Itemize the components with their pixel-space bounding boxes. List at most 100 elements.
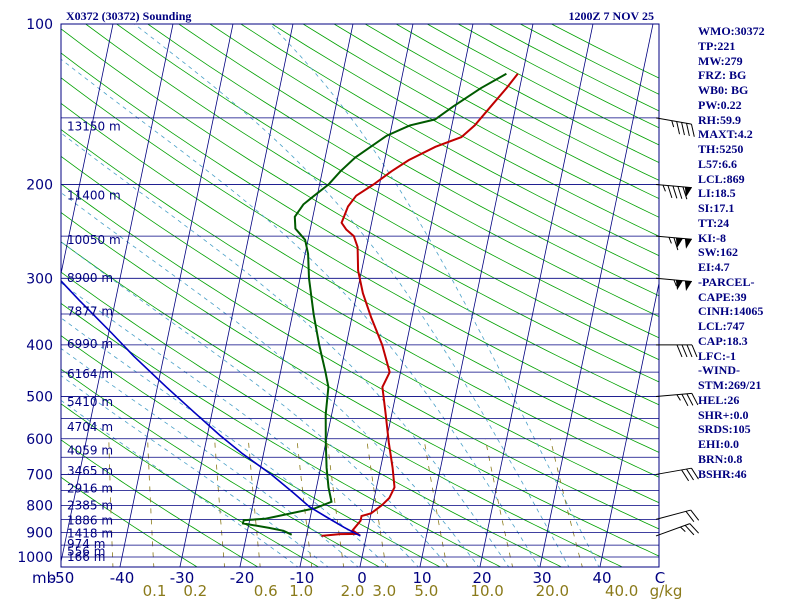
valid-time: 1200Z 7 NOV 25 xyxy=(569,9,654,23)
wind-barb xyxy=(655,235,692,251)
stability-indices: WMO:30372 TP:221 MW:279 FRZ: BG WB0: BG … xyxy=(698,24,798,481)
height-label: 1886 m xyxy=(67,514,113,528)
temperature-tick-label: -10 xyxy=(290,569,315,587)
height-label: 6164 m xyxy=(67,367,113,381)
moist-adiabat xyxy=(61,348,359,567)
index-section-wind: -WIND- xyxy=(698,363,740,378)
wind-barb-half-flag xyxy=(680,526,686,533)
dry-adiabat xyxy=(240,24,659,257)
temperature-tick-label: -50 xyxy=(50,569,75,587)
mixing-ratio-line xyxy=(366,438,387,567)
dry-adiabat xyxy=(61,102,659,453)
mixing-ratio-label: 0.2 xyxy=(183,582,207,600)
background-grid xyxy=(61,24,659,567)
isotherm xyxy=(479,24,594,567)
wind-barb-flag xyxy=(681,344,688,358)
wind-barb xyxy=(655,117,695,137)
isotherm xyxy=(299,24,414,567)
wind-barb-staff xyxy=(655,117,692,125)
index-line: LCL:869 xyxy=(698,171,745,186)
temperature-tick-label: 10 xyxy=(412,569,431,587)
wind-barb-flag xyxy=(673,237,679,251)
index-line: WB0: BG xyxy=(698,83,749,97)
wind-barb-flag xyxy=(691,393,699,406)
wind-barb-staff xyxy=(655,392,692,398)
wind-barb-flag xyxy=(686,123,690,137)
temperature-tick-label: 40 xyxy=(592,569,611,587)
wind-barb xyxy=(655,523,699,537)
index-line: EI:4.7 xyxy=(698,260,730,274)
pressure-tick-label: 500 xyxy=(26,390,53,406)
wind-barb xyxy=(655,467,699,482)
dewpoint-trace xyxy=(241,72,507,536)
moist-adiabat xyxy=(61,241,450,567)
wind-barb-pennant xyxy=(684,238,692,249)
chart-title: X0372 (30372) Sounding xyxy=(66,9,191,23)
wind-barb-flag xyxy=(681,122,685,136)
mixing-ratio-label: 40.0 xyxy=(605,582,638,600)
dry-adiabat xyxy=(61,155,659,504)
wind-barb-half-flag xyxy=(668,237,672,244)
dry-adiabat xyxy=(147,24,659,318)
wind-barb xyxy=(655,509,700,522)
index-line: RH:59.9 xyxy=(698,112,741,127)
wind-barb-flag xyxy=(691,467,699,480)
wind-barb xyxy=(656,344,698,358)
mixing-ratio-label: 20.0 xyxy=(536,582,569,600)
wind-barb-staff xyxy=(655,183,692,189)
dry-adiabat xyxy=(85,24,659,361)
index-line: PW:0.22 xyxy=(698,97,742,112)
isotherm xyxy=(239,24,354,567)
dry-adiabat xyxy=(61,28,659,383)
wind-barb-flag xyxy=(682,186,688,200)
isotherm xyxy=(599,281,659,567)
height-label: 166 m xyxy=(67,550,105,564)
wind-barb-flag xyxy=(684,524,695,536)
temperature-trace xyxy=(321,73,519,537)
dry-adiabat xyxy=(61,77,659,429)
pressure-tick-label: 600 xyxy=(26,432,53,448)
index-line: BSHR:46 xyxy=(698,466,747,481)
sounding-traces xyxy=(61,72,519,537)
index-line: MW:279 xyxy=(698,53,743,68)
height-label: 10050 m xyxy=(67,233,121,247)
dry-adiabat xyxy=(61,439,259,567)
isotherm xyxy=(179,24,294,567)
wind-barb xyxy=(655,277,692,291)
wind-barb-half-flag xyxy=(671,120,675,128)
wind-barb-staff xyxy=(655,509,691,520)
temperature-tick-label: 30 xyxy=(532,569,551,587)
height-label: 2916 m xyxy=(67,481,113,495)
mixing-ratio-line xyxy=(423,438,448,567)
wind-barb xyxy=(655,183,692,200)
height-label: 974 m xyxy=(67,537,105,551)
pressure-tick-label: 100 xyxy=(26,17,53,33)
pressure-tick-label: 900 xyxy=(26,526,53,542)
index-line: SHR+:0.0 xyxy=(698,407,749,422)
pressure-tick-label: 300 xyxy=(26,271,53,287)
wind-barb xyxy=(655,392,699,407)
dry-adiabat xyxy=(61,302,502,567)
mixing-ratio-label: 5.0 xyxy=(414,582,438,600)
height-label: 7877 m xyxy=(67,305,113,319)
isotherm xyxy=(119,24,234,567)
height-label: 11400 m xyxy=(67,189,121,203)
pressure-unit-label: mb xyxy=(32,569,56,587)
index-line: TP:221 xyxy=(698,38,736,53)
temperature-tick-label: 20 xyxy=(472,569,491,587)
index-line: SW:162 xyxy=(698,245,739,260)
moist-adiabat xyxy=(133,24,570,567)
dry-adiabat xyxy=(178,24,659,297)
wind-barb-pennant xyxy=(675,237,683,248)
index-line: FRZ: BG xyxy=(698,68,747,83)
height-label: 5410 m xyxy=(67,395,113,409)
index-line: LCL:747 xyxy=(698,319,745,333)
wind-barb-pennant xyxy=(684,280,692,291)
wind-barb-staff xyxy=(655,523,690,537)
wind-barb-flag xyxy=(676,121,681,135)
mixing-ratio-label: 0.6 xyxy=(254,582,278,600)
mixing-ratio-label: 3.0 xyxy=(372,582,396,600)
index-line: CINH:14065 xyxy=(698,304,764,319)
wind-barb-pennant xyxy=(684,186,692,198)
index-line: BRN:0.8 xyxy=(698,451,743,466)
